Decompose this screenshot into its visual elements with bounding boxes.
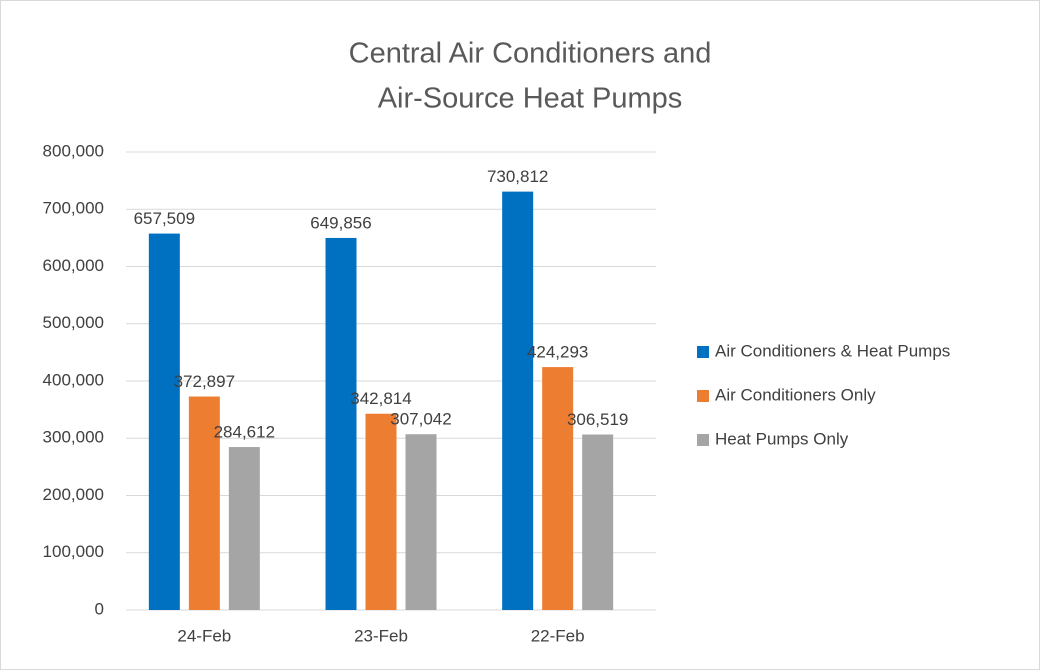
legend-label: Air Conditioners Only bbox=[715, 385, 876, 404]
legend-label: Air Conditioners & Heat Pumps bbox=[715, 341, 950, 360]
data-label: 284,612 bbox=[214, 423, 275, 442]
data-label: 424,293 bbox=[527, 343, 588, 362]
y-tick-label: 0 bbox=[95, 599, 104, 618]
data-label: 730,812 bbox=[487, 167, 548, 186]
y-tick-label: 200,000 bbox=[43, 485, 104, 504]
chart-title: Air-Source Heat Pumps bbox=[378, 83, 683, 115]
data-label: 649,856 bbox=[310, 213, 371, 232]
y-tick-label: 500,000 bbox=[43, 313, 104, 332]
bar bbox=[365, 413, 397, 610]
legend-swatch bbox=[697, 434, 709, 446]
y-tick-label: 600,000 bbox=[43, 256, 104, 275]
bar bbox=[148, 233, 180, 610]
bar bbox=[582, 434, 614, 610]
y-tick-label: 100,000 bbox=[43, 542, 104, 561]
y-tick-label: 300,000 bbox=[43, 428, 104, 447]
bar bbox=[188, 396, 220, 610]
y-tick-label: 700,000 bbox=[43, 199, 104, 218]
data-label: 342,814 bbox=[350, 389, 411, 408]
bar bbox=[542, 367, 574, 610]
legend-swatch bbox=[697, 346, 709, 358]
legend-swatch bbox=[697, 390, 709, 402]
bar bbox=[228, 447, 260, 610]
data-label: 306,519 bbox=[567, 410, 628, 429]
chart-title: Central Air Conditioners and bbox=[349, 38, 712, 70]
legend-label: Heat Pumps Only bbox=[715, 429, 849, 448]
x-tick-label: 22-Feb bbox=[531, 626, 585, 645]
y-tick-label: 400,000 bbox=[43, 370, 104, 389]
bar bbox=[325, 237, 357, 610]
y-tick-label: 800,000 bbox=[43, 141, 104, 160]
bar bbox=[502, 191, 534, 611]
data-label: 372,897 bbox=[174, 372, 235, 391]
data-label: 307,042 bbox=[390, 410, 451, 429]
x-tick-label: 24-Feb bbox=[177, 626, 231, 645]
x-tick-label: 23-Feb bbox=[354, 626, 408, 645]
data-label: 657,509 bbox=[134, 209, 195, 228]
bar bbox=[405, 434, 437, 610]
